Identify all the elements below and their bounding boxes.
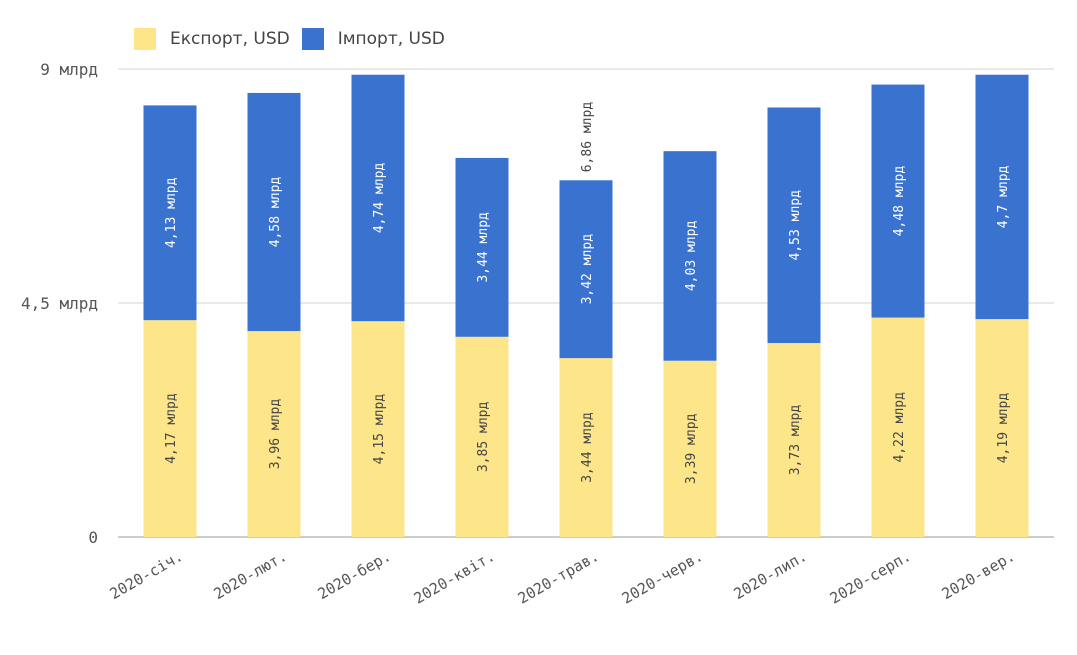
bar-export <box>351 321 405 537</box>
data-label-import: 4,48 млрд <box>892 166 907 237</box>
legend-item-import[interactable]: Імпорт, USD <box>301 28 445 50</box>
data-label-import: 3,42 млрд <box>580 234 595 305</box>
x-tick-label: 2020-бер. <box>315 547 394 603</box>
bar-import <box>871 84 925 318</box>
data-label-export: 3,85 млрд <box>476 402 491 473</box>
x-tick-label: 2020-серп. <box>827 547 914 608</box>
bar-import <box>767 107 821 344</box>
bar-export <box>871 317 925 537</box>
legend-label-import: Імпорт, USD <box>337 29 445 49</box>
x-tick-label: 2020-квіт. <box>411 547 498 608</box>
data-label-import: 4,74 млрд <box>372 163 387 234</box>
bar-import <box>975 74 1029 320</box>
data-label-import: 4,53 млрд <box>788 190 803 261</box>
bar-export <box>455 336 509 537</box>
bar-export <box>663 360 717 537</box>
data-label-export: 3,96 млрд <box>268 399 283 470</box>
x-tick-label: 2020-вер. <box>939 547 1018 603</box>
data-label-import: 3,44 млрд <box>476 212 491 283</box>
data-label-import: 4,13 млрд <box>164 177 179 248</box>
data-label-import: 4,58 млрд <box>268 177 283 248</box>
y-tick-label: 9 млрд <box>40 60 98 79</box>
x-tick-label: 2020-січ. <box>107 547 186 603</box>
data-label-export: 4,15 млрд <box>372 394 387 465</box>
data-label-import: 4,7 млрд <box>996 165 1011 228</box>
data-label-export: 4,19 млрд <box>996 393 1011 464</box>
bar-import <box>143 105 197 321</box>
chart-legend: Експорт, USD Імпорт, USD <box>134 28 457 50</box>
x-tick-label: 2020-лют. <box>211 547 290 603</box>
data-label-export: 3,39 млрд <box>684 413 699 484</box>
bar-export <box>247 331 301 537</box>
data-label-export: 3,44 млрд <box>580 412 595 483</box>
legend-label-export: Експорт, USD <box>170 29 290 49</box>
bar-import <box>455 157 509 337</box>
bar-import <box>559 180 613 359</box>
bar-import <box>663 151 717 361</box>
data-label-export: 4,17 млрд <box>164 393 179 464</box>
bar-import <box>351 74 405 322</box>
y-tick-label: 0 <box>88 528 98 547</box>
total-annotation: 6,86 млрд <box>580 102 595 173</box>
bar-export <box>767 343 821 537</box>
y-tick-label: 4,5 млрд <box>21 294 98 313</box>
legend-swatch-export <box>134 28 156 50</box>
bar-import <box>247 92 301 332</box>
bar-export <box>559 358 613 537</box>
x-tick-label: 2020-черв. <box>619 547 706 608</box>
data-label-import: 4,03 млрд <box>684 221 699 292</box>
data-label-export: 4,22 млрд <box>892 392 907 463</box>
x-tick-label: 2020-трав. <box>515 547 602 608</box>
bar-export <box>143 320 197 537</box>
x-tick-label: 2020-лип. <box>731 547 810 603</box>
legend-swatch-import <box>301 28 324 50</box>
data-label-export: 3,73 млрд <box>788 405 803 476</box>
legend-item-export[interactable]: Експорт, USD <box>134 28 290 50</box>
bar-export <box>975 319 1029 537</box>
